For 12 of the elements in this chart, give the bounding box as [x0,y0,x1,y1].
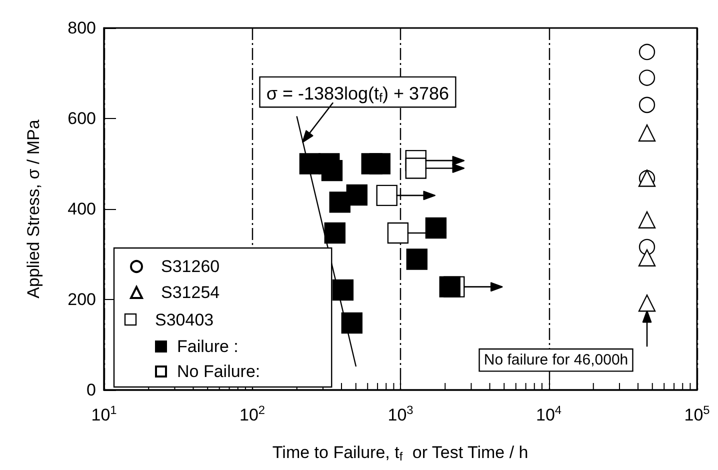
annotation: No failure for 46,000h [484,352,628,369]
legend-label: No Failure: [177,362,260,381]
legend-label: S31254 [161,283,220,302]
legend-label: Failure : [177,337,238,356]
y-tick-label: 600 [68,109,96,128]
y-tick-label: 800 [68,18,96,38]
y-tick-label: 0 [86,380,96,400]
y-axis-title: Applied Stress, σ / MPa [24,119,43,298]
y-tick-label: 200 [68,290,96,309]
annotation: S30403 [155,310,214,330]
legend-label: S31260 [161,257,220,276]
y-tick-label: 400 [68,200,96,218]
